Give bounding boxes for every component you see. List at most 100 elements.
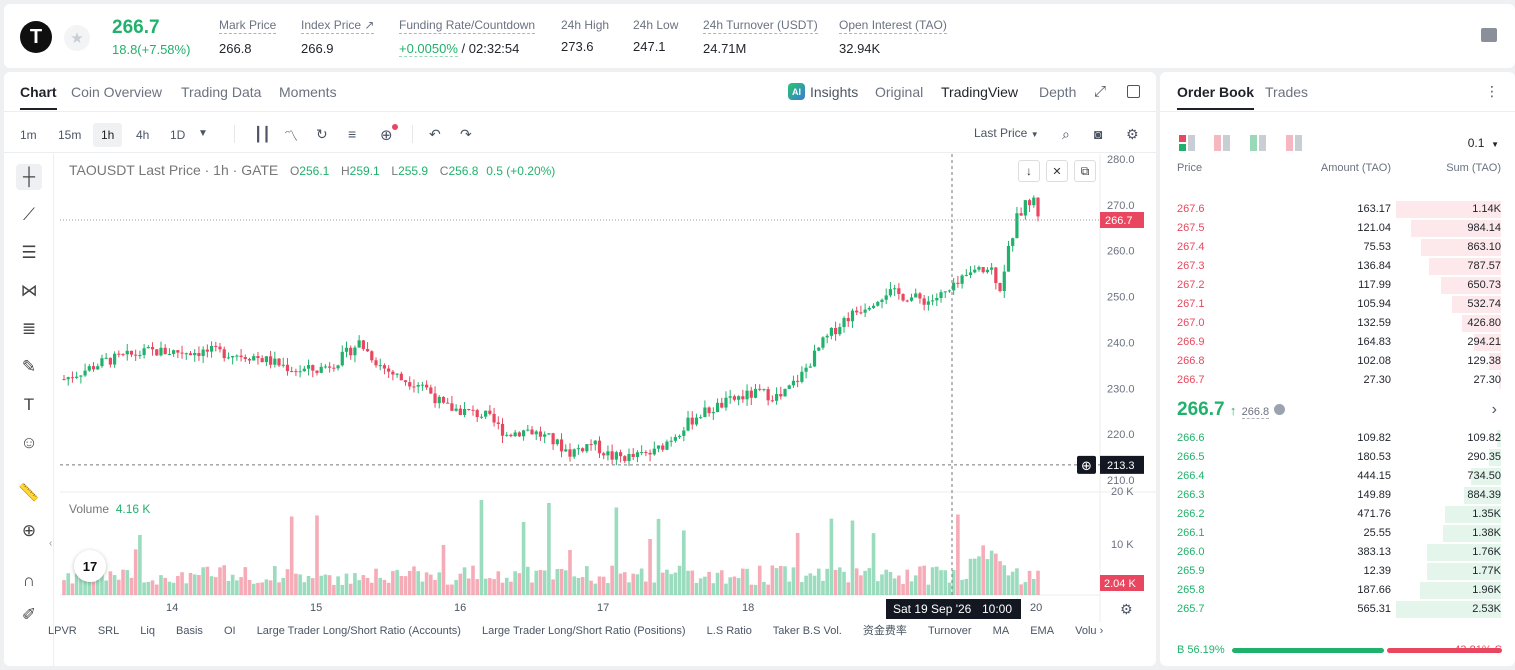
tab-coin-overview[interactable]: Coin Overview (71, 84, 163, 100)
indicator-item[interactable]: LPVR (48, 625, 77, 637)
bid-row[interactable]: 265.9 12.39 1.77K (1160, 562, 1515, 581)
ruler-icon[interactable]: 📏 (18, 483, 40, 502)
insights-button[interactable]: Insights (810, 84, 859, 100)
fib-levels-icon[interactable]: ≣ (21, 319, 37, 338)
stat-label[interactable]: 24h Turnover (USDT) (703, 18, 818, 34)
timeframe-4h[interactable]: 4h (136, 128, 150, 142)
split-view-icon[interactable] (1286, 135, 1302, 151)
indicator-item[interactable]: Liq (140, 625, 155, 637)
ask-row[interactable]: 267.2 117.99 650.73 (1160, 276, 1515, 295)
candlestick-chart[interactable]: 280.0 270.0 260.0 250.0 240.0 230.0 220.0 210.0… (4, 72, 1156, 666)
tab-order-book[interactable]: Order Book (1177, 84, 1255, 110)
timeframe-1h[interactable]: 1h (93, 123, 123, 147)
indicator-item[interactable]: OI (224, 625, 236, 637)
tab-chart[interactable]: Chart (20, 84, 57, 110)
ask-row[interactable]: 266.8 102.08 129.38 (1160, 352, 1515, 371)
view-original[interactable]: Original (875, 84, 924, 100)
indicator-item[interactable]: L.S Ratio (706, 625, 752, 637)
timeframe-1m[interactable]: 1m (20, 128, 37, 142)
bid-row[interactable]: 265.7 565.31 2.53K (1160, 600, 1515, 619)
compare-icon[interactable]: ↻ (316, 126, 328, 142)
bid-row[interactable]: 266.1 25.55 1.38K (1160, 524, 1515, 543)
last-price-select[interactable]: Last Price ▼ (974, 126, 1039, 140)
candle-type-icon[interactable]: ┃┃ (254, 126, 271, 142)
indicator-item[interactable]: 资金费率 (862, 625, 907, 637)
zoom-in-icon[interactable]: ⊕ (21, 521, 37, 540)
chevron-right-icon[interactable]: › (1099, 625, 1104, 637)
emoji-icon[interactable]: ☺ (20, 433, 38, 452)
both-sides-view-icon[interactable] (1179, 135, 1195, 151)
mid-price[interactable]: 266.7 ↑ 266.8 (1177, 399, 1286, 421)
gear-icon[interactable]: ⚙ (1126, 126, 1139, 142)
timeframe-1d[interactable]: 1D (170, 128, 186, 142)
text-tool-icon[interactable]: T (23, 395, 35, 414)
chevron-down-icon[interactable]: ▼ (198, 128, 208, 139)
trend-line-icon[interactable]: ⟋ (23, 205, 35, 224)
indicator-item[interactable]: Volu (1075, 625, 1097, 637)
indicator-item[interactable]: Large Trader Long/Short Ratio (Accounts) (256, 625, 461, 637)
pencil-icon[interactable]: ✐ (21, 605, 37, 624)
indicator-item[interactable]: Turnover (927, 625, 972, 637)
ask-row[interactable]: 267.1 105.94 532.74 (1160, 295, 1515, 314)
stat-label[interactable]: Index Price ↗ (301, 18, 375, 34)
bid-row[interactable]: 266.5 180.53 290.35 (1160, 448, 1515, 467)
book-icon[interactable] (1481, 28, 1497, 42)
ask-row[interactable]: 267.6 163.17 1.14K (1160, 200, 1515, 219)
bid-row[interactable]: 266.0 383.13 1.76K (1160, 543, 1515, 562)
view-tradingview[interactable]: TradingView (941, 84, 1019, 100)
add-plus-icon[interactable]: ⊕ (380, 124, 398, 144)
indicators-icon[interactable]: 〽 (284, 128, 298, 144)
magnet-icon[interactable]: ∩ (22, 571, 36, 590)
camera-icon[interactable]: ◙ (1094, 126, 1103, 142)
undo-icon[interactable]: ↶ (429, 126, 441, 142)
indicator-item[interactable]: Taker B.S Vol. (772, 625, 842, 637)
ask-row[interactable]: 266.9 164.83 294.21 (1160, 333, 1515, 352)
redo-icon[interactable]: ↷ (460, 126, 472, 142)
tab-trading-data[interactable]: Trading Data (181, 84, 262, 100)
funding-rate-value[interactable]: +0.0050% (399, 41, 458, 57)
settings-list-icon[interactable]: ≡ (348, 126, 357, 142)
favorite-star-icon[interactable]: ★ (64, 25, 90, 51)
bid-row[interactable]: 266.2 471.76 1.35K (1160, 505, 1515, 524)
indicator-item[interactable]: MA (992, 625, 1010, 637)
ask-row[interactable]: 267.3 136.84 787.57 (1160, 257, 1515, 276)
expand-icon[interactable]: ⤢ (1094, 83, 1107, 100)
tradingview-logo[interactable]: 17 (74, 550, 106, 582)
view-depth[interactable]: Depth (1039, 84, 1077, 100)
more-menu-icon[interactable]: ⋮ (1485, 83, 1499, 99)
indicator-item[interactable]: Large Trader Long/Short Ratio (Positions… (481, 625, 686, 637)
bid-row[interactable]: 265.8 187.66 1.96K (1160, 581, 1515, 600)
ai-insights-icon[interactable]: AI (788, 83, 805, 100)
indicator-item[interactable]: EMA (1030, 625, 1055, 637)
horizontal-lines-icon[interactable]: ☰ (21, 243, 37, 262)
ask-row[interactable]: 267.4 75.53 863.10 (1160, 238, 1515, 257)
window-icon[interactable] (1127, 85, 1140, 98)
chevron-right-icon[interactable]: › (1491, 401, 1497, 418)
crosshair-icon[interactable]: ┼ (16, 164, 42, 190)
bid-row[interactable]: 266.6 109.82 109.82 (1160, 429, 1515, 448)
pattern-icon[interactable]: ⋈ (20, 281, 38, 300)
maximize-icon[interactable]: ⧉ (1074, 160, 1096, 182)
brush-icon[interactable]: ✎ (21, 357, 37, 376)
ask-row[interactable]: 266.7 27.30 27.30 (1160, 371, 1515, 390)
tab-trades[interactable]: Trades (1265, 84, 1309, 100)
asks-view-icon[interactable] (1214, 135, 1230, 151)
timeframe-15m[interactable]: 15m (58, 128, 82, 142)
precision-select[interactable]: 0.1 ▼ (1467, 136, 1499, 150)
stat-label[interactable]: Open Interest (TAO) (839, 18, 947, 34)
stat-label[interactable]: Funding Rate/Countdown (399, 18, 536, 34)
chart-settings-icon[interactable]: ⚙ (1120, 602, 1133, 618)
indicator-item[interactable]: SRL (97, 625, 120, 637)
search-icon[interactable]: ⌕ (1062, 126, 1070, 142)
indicator-item[interactable]: Basis (176, 625, 203, 637)
tab-moments[interactable]: Moments (279, 84, 337, 100)
collapse-icon[interactable]: ✕ (1046, 160, 1068, 182)
bid-row[interactable]: 266.3 149.89 884.39 (1160, 486, 1515, 505)
ask-row[interactable]: 267.0 132.59 426.80 (1160, 314, 1515, 333)
ask-row[interactable]: 267.5 121.04 984.14 (1160, 219, 1515, 238)
scroll-down-icon[interactable]: ↓ (1018, 160, 1040, 182)
bid-row[interactable]: 266.4 444.15 734.50 (1160, 467, 1515, 486)
bids-view-icon[interactable] (1250, 135, 1266, 151)
collapse-arrow-icon[interactable]: ‹ (49, 538, 53, 549)
stat-label[interactable]: Mark Price (219, 18, 277, 34)
